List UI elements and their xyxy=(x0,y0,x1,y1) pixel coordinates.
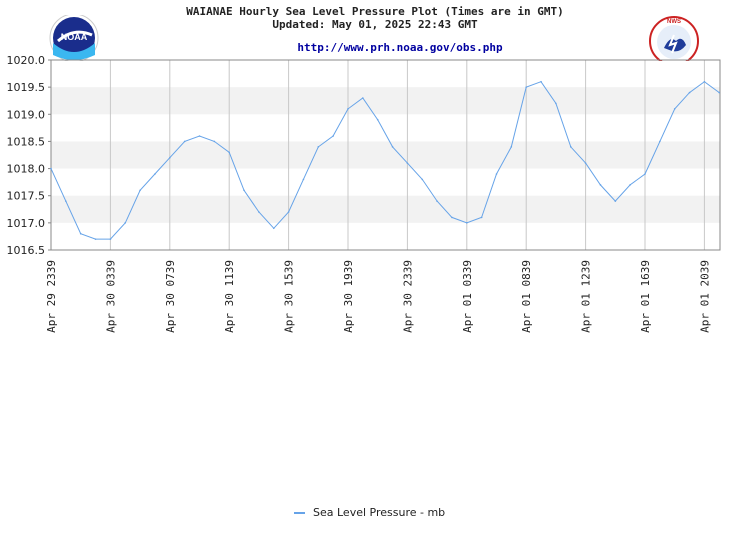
data-point xyxy=(109,238,112,240)
x-tick-label: Apr 01 0339 xyxy=(461,260,474,333)
data-point xyxy=(317,146,320,148)
data-point xyxy=(243,189,245,192)
noaa-logo-icon: NOAA xyxy=(49,15,99,61)
data-point xyxy=(94,238,97,240)
grid-band xyxy=(51,141,720,169)
data-point xyxy=(421,178,424,181)
legend-label: Sea Level Pressure - mb xyxy=(313,506,446,519)
data-point xyxy=(169,156,171,159)
data-point xyxy=(376,118,379,121)
data-point xyxy=(347,108,349,110)
legend-swatch xyxy=(294,512,305,514)
data-point xyxy=(599,184,602,186)
data-point xyxy=(555,102,557,105)
data-point xyxy=(451,216,453,219)
plot-frame xyxy=(50,59,721,251)
data-point xyxy=(362,97,364,99)
source-link[interactable]: http://www.prh.noaa.gov/obs.php xyxy=(297,41,503,54)
x-tick-label: Apr 30 0739 xyxy=(164,260,177,333)
chart-title-block: WAIANAE Hourly Sea Level Pressure Plot (… xyxy=(0,5,750,31)
data-point xyxy=(688,91,691,94)
y-tick-label: 1018.5 xyxy=(7,135,46,148)
x-tick-label: Apr 01 2039 xyxy=(698,260,711,333)
chart-title: WAIANAE Hourly Sea Level Pressure Plot (… xyxy=(186,5,564,18)
data-point xyxy=(584,162,587,164)
data-point xyxy=(510,146,513,148)
data-point xyxy=(614,200,617,202)
series-line-sea-level-pressure xyxy=(50,81,720,240)
grid-band xyxy=(51,87,720,115)
data-point xyxy=(525,86,527,88)
x-tick-label: Apr 30 1139 xyxy=(223,260,236,333)
data-point xyxy=(198,135,201,137)
data-point xyxy=(480,216,483,219)
data-point xyxy=(332,135,334,137)
x-tick-label: Apr 01 1639 xyxy=(639,260,652,333)
chart-updated: Updated: May 01, 2025 22:43 GMT xyxy=(272,18,478,31)
svg-text:NWS: NWS xyxy=(667,19,681,25)
x-tick-label: Apr 30 2339 xyxy=(401,260,414,333)
data-point xyxy=(703,80,706,83)
x-tick-label: Apr 30 0339 xyxy=(104,260,117,333)
data-point xyxy=(50,167,52,170)
y-tick-label: 1016.5 xyxy=(7,244,46,257)
data-point xyxy=(540,80,542,83)
data-point xyxy=(124,222,127,224)
data-point xyxy=(629,184,631,186)
x-tick-label: Apr 30 1939 xyxy=(342,260,355,333)
data-point xyxy=(718,91,721,94)
data-point xyxy=(213,140,216,143)
data-point xyxy=(569,146,572,148)
data-point xyxy=(228,151,230,154)
y-tick-label: 1019.0 xyxy=(7,108,46,121)
y-tick-label: 1018.0 xyxy=(7,163,46,176)
data-point xyxy=(79,232,82,235)
data-point xyxy=(272,227,275,230)
data-point xyxy=(436,200,438,202)
data-point xyxy=(673,108,676,110)
legend: Sea Level Pressure - mb xyxy=(294,506,445,519)
data-point xyxy=(644,173,646,175)
nws-logo-icon: NWS xyxy=(649,16,699,61)
data-point xyxy=(154,173,156,175)
data-point xyxy=(391,146,394,148)
data-point xyxy=(302,178,305,181)
y-tick-label: 1017.5 xyxy=(7,190,46,203)
data-point xyxy=(258,211,260,213)
data-point xyxy=(65,200,67,202)
data-point xyxy=(183,140,186,143)
data-point xyxy=(287,211,290,213)
y-tick-label: 1020.0 xyxy=(7,54,46,67)
x-tick-label: Apr 01 0839 xyxy=(520,260,533,333)
data-point xyxy=(466,222,468,224)
x-tick-label: Apr 30 1539 xyxy=(283,260,296,333)
data-point xyxy=(406,162,409,164)
y-tick-label: 1017.0 xyxy=(7,217,46,230)
data-point xyxy=(659,140,661,143)
data-point xyxy=(495,173,498,175)
data-point xyxy=(139,189,141,192)
svg-text:NOAA: NOAA xyxy=(61,32,88,42)
y-tick-label: 1019.5 xyxy=(7,81,46,94)
x-tick-label: Apr 29 2339 xyxy=(45,260,58,333)
x-tick-label: Apr 01 1239 xyxy=(580,260,593,333)
grid-band xyxy=(51,195,720,223)
